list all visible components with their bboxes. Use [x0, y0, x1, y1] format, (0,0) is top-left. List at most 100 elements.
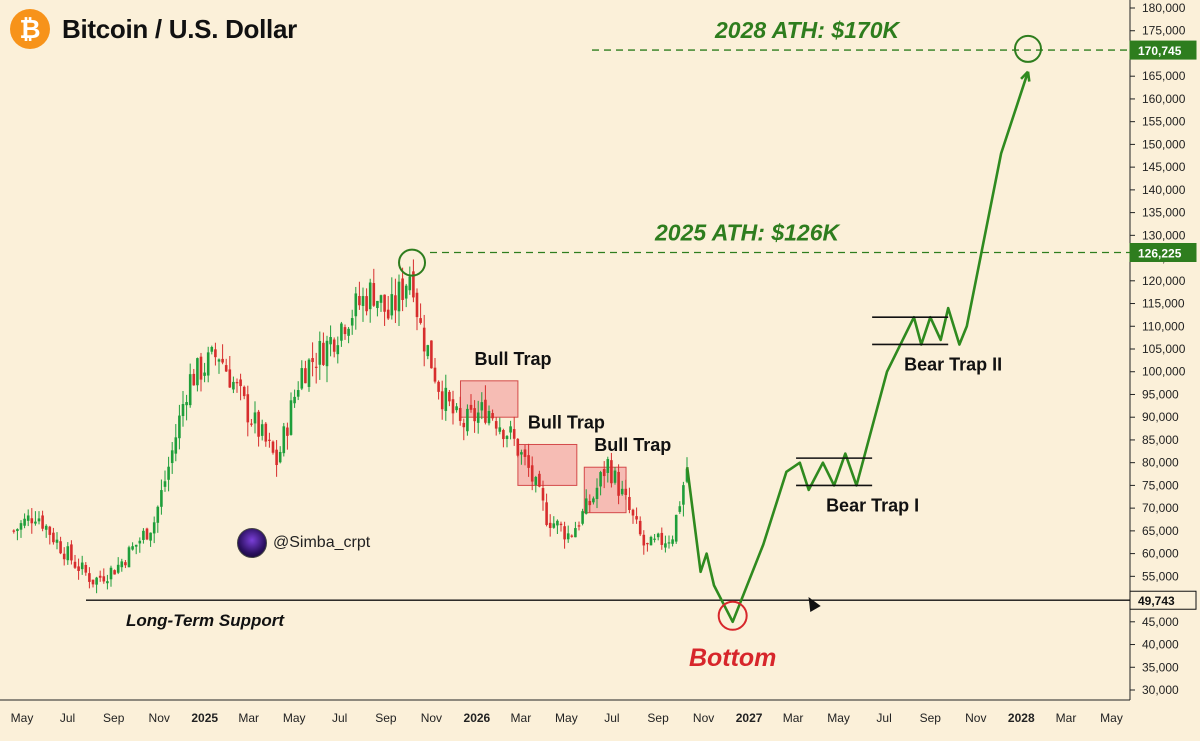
candle-body [430, 340, 433, 369]
candle-body [293, 396, 296, 404]
candle-body [48, 526, 52, 535]
candle-body [66, 546, 70, 561]
x-tick-label: Mar [1056, 711, 1077, 725]
candle-body [462, 422, 466, 428]
candle-body [638, 520, 642, 535]
y-tick-label: 130,000 [1142, 228, 1186, 242]
candle-body [188, 374, 192, 406]
price-tag-label: 49,743 [1138, 594, 1175, 608]
candle-body [505, 436, 509, 439]
x-tick-label: Jul [332, 711, 347, 725]
candle-body [347, 328, 350, 336]
bear-trap-label: Bear Trap II [904, 354, 1002, 374]
candle-body [674, 514, 678, 542]
price-tag [1129, 40, 1197, 60]
y-tick-label: 160,000 [1142, 92, 1186, 106]
candle-body [502, 430, 505, 440]
price-tag [1129, 242, 1197, 262]
candle-body [649, 536, 653, 546]
author-handle: @Simba_crpt [273, 534, 371, 551]
candle-body [152, 522, 156, 534]
y-tick-label: 45,000 [1142, 615, 1179, 629]
candle-body [62, 553, 66, 560]
candle-body [44, 525, 48, 530]
candle-body [289, 400, 293, 435]
candle-body [451, 399, 455, 414]
candle-body [59, 541, 62, 554]
candle-body [84, 564, 88, 573]
price-tag-label: 170,745 [1138, 44, 1182, 58]
y-tick-label: 90,000 [1142, 410, 1179, 424]
candle-body [664, 543, 667, 548]
price-tag-label: 126,225 [1138, 246, 1182, 260]
candle-body [671, 539, 674, 544]
x-tick-label: Nov [149, 711, 170, 725]
y-tick-label: 165,000 [1142, 69, 1186, 83]
candle-body [556, 520, 559, 526]
candle-body [509, 426, 512, 433]
candle-body [170, 450, 174, 464]
candle-body [235, 381, 239, 384]
candle-body [304, 368, 307, 384]
y-tick-label: 120,000 [1142, 274, 1186, 288]
candle-body [210, 346, 214, 352]
bitcoin-icon: ₿ [10, 9, 50, 49]
candle-body [606, 459, 610, 473]
candle-body [91, 579, 95, 585]
candle-body [426, 345, 430, 357]
candle-body [588, 500, 592, 506]
y-tick-label: 55,000 [1142, 569, 1179, 583]
candle-body [617, 471, 620, 496]
candle-body [599, 472, 602, 487]
candle-body [127, 547, 131, 568]
candle-body [178, 415, 181, 439]
candle-body [628, 496, 631, 510]
candle-body [242, 386, 246, 397]
ath-marker-circle [1013, 34, 1042, 63]
candle-body [624, 488, 628, 495]
candle-body [55, 539, 59, 543]
candle-body [286, 427, 289, 436]
candle-body [329, 337, 332, 345]
y-tick-label: 40,000 [1142, 638, 1179, 652]
candle-body [584, 498, 588, 514]
candles-group [12, 259, 689, 594]
bull-trap-label: Bull Trap [474, 349, 551, 369]
candle-body [520, 452, 523, 455]
candle-body [340, 323, 343, 341]
candle-body [660, 532, 664, 545]
candle-body [491, 413, 494, 419]
candle-body [343, 327, 347, 335]
x-tick-label: Jul [876, 711, 891, 725]
candle-body [372, 283, 376, 306]
candle-body [73, 561, 77, 568]
candle-body [199, 356, 203, 380]
y-tick-label: 95,000 [1142, 387, 1179, 401]
candle-body [26, 515, 30, 521]
candle-body [70, 544, 73, 561]
y-tick-label: 30,000 [1142, 683, 1179, 697]
y-tick-label: 115,000 [1142, 297, 1185, 311]
candle-body [541, 488, 545, 501]
price-tag [1129, 590, 1197, 610]
x-tick-label: Nov [693, 711, 714, 725]
candle-body [224, 365, 228, 372]
candle-body [581, 511, 584, 524]
candle-body [228, 369, 232, 388]
candle-body [260, 424, 264, 436]
y-tick-label: 75,000 [1142, 478, 1179, 492]
y-tick-label: 65,000 [1142, 524, 1179, 538]
y-tick-label: 140,000 [1142, 183, 1186, 197]
x-tick-label: 2028 [1008, 711, 1035, 725]
candle-body [250, 423, 253, 425]
candle-body [307, 359, 311, 387]
candle-body [77, 566, 80, 571]
ath-marker-circle [398, 248, 427, 277]
candle-body [610, 460, 613, 484]
candle-body [181, 404, 185, 417]
candle-body [206, 352, 210, 376]
candle-body [415, 292, 419, 318]
candle-body [149, 532, 152, 541]
